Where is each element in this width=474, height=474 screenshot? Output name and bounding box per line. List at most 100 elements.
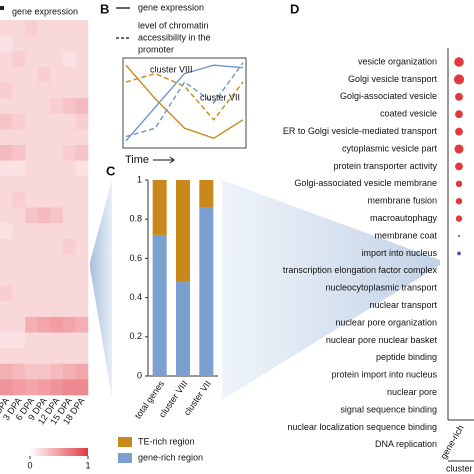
heatmap-cell [12,66,26,83]
heatmap-cell [62,35,76,52]
heatmap-cell [0,82,13,99]
heatmap-cell [25,207,39,224]
heatmap-cell [75,129,89,146]
term-label: peptide binding [376,352,437,362]
bar-segment [152,180,167,235]
zoom-wedge [90,180,112,398]
heatmap-cell [12,363,26,380]
heatmap-cell [37,20,51,36]
column-label: gene-rich [438,423,465,461]
heatmap-cell [12,20,26,36]
heatmap-cell [75,348,89,365]
term-label: signal sequence binding [340,404,437,414]
heatmap-cell [50,51,64,68]
term-label: DNA replication [375,439,437,449]
heatmap-cell [50,66,64,83]
heatmap-cell [0,35,13,52]
heatmap-cell [25,160,39,177]
heatmap-cell [0,285,13,302]
heatmap-cell [37,270,51,286]
y-tick-label: 0.8 [129,214,142,224]
heatmap-cell [12,145,26,161]
heatmap-cell [75,160,89,177]
heatmap-cell [0,66,13,83]
heatmap-cell [37,332,51,349]
heatmap-cell [62,98,76,115]
heatmap-cell [12,35,26,52]
heatmap-cell [75,223,89,240]
dot [455,162,463,171]
heatmap-cell [62,129,76,146]
heatmap-cell [12,332,26,349]
heatmap-cell [50,160,64,177]
heatmap-cell [75,66,89,83]
heatmap-cell [37,176,51,193]
heatmap-cell [50,35,64,52]
x-tick-label: 0 DPA [0,396,11,422]
heatmap-cell [62,254,76,271]
legend-label: accessibility in the [138,32,211,42]
heatmap-cell [25,145,39,161]
time-arrow [153,156,175,164]
heatmap-cell [25,379,39,396]
heatmap-cell [12,51,26,68]
heatmap-cell [25,129,39,146]
heatmap-cell [62,363,76,380]
heatmap-cell [25,363,39,380]
heatmap-cell [75,285,89,302]
term-label: Golgi-associated vesicle membrane [294,178,437,188]
legend-label: promoter [138,44,174,54]
term-label: protein transporter activity [333,161,437,171]
heatmap-cell [12,176,26,193]
heatmap-cell [0,98,13,115]
heatmap-cell [75,176,89,193]
heatmap-cell [25,82,39,99]
heatmap-cell [0,379,13,396]
heatmap-cell [12,270,26,286]
colorbar-tick-label: 1 [85,460,90,470]
heatmap-cell [25,176,39,193]
heatmap-cell [0,20,13,36]
heatmap-cell [0,207,13,224]
heatmap-cell [75,20,89,36]
heatmap-cell [0,113,13,130]
y-tick-label: 0.4 [129,292,142,302]
heatmap-cell [37,113,51,130]
term-label: nuclear pore organization [335,317,437,327]
heatmap-cell [50,316,64,333]
heatmap-cell [75,98,89,115]
heatmap-cell [12,223,26,240]
heatmap-cell [50,113,64,130]
heatmap-cell [25,223,39,240]
heatmap-cell [62,316,76,333]
term-label: ER to Golgi vesicle-mediated transport [283,126,438,136]
heatmap-cell [37,82,51,99]
heatmap-cell [50,285,64,302]
term-label: coated vesicle [380,109,437,119]
annotation: cluster VII [200,92,240,102]
heatmap-cell [37,301,51,318]
heatmap-cell [25,270,39,286]
heatmap-cell [75,316,89,333]
heatmap-cell [62,113,76,130]
heatmap-cell [25,332,39,349]
heatmap-cell [37,379,51,396]
heatmap-cell [62,176,76,193]
heatmap-cell [25,35,39,52]
dot [453,74,465,85]
heatmap-cell [62,145,76,161]
heatmap-cell [25,191,39,208]
heatmap-cell [50,270,64,286]
heatmap-cell [62,160,76,177]
heatmap-cell [75,238,89,255]
heatmap-cell [75,145,89,161]
term-label: nuclear transport [369,300,437,310]
term-label: nuclear pore nuclear basket [326,335,438,345]
heatmap-cell [50,238,64,255]
heatmap-cell [62,207,76,224]
heatmap-cell [62,191,76,208]
term-label: Golgi-associated vesicle [340,91,437,101]
heatmap-cell [25,285,39,302]
heatmap-cell [37,35,51,52]
